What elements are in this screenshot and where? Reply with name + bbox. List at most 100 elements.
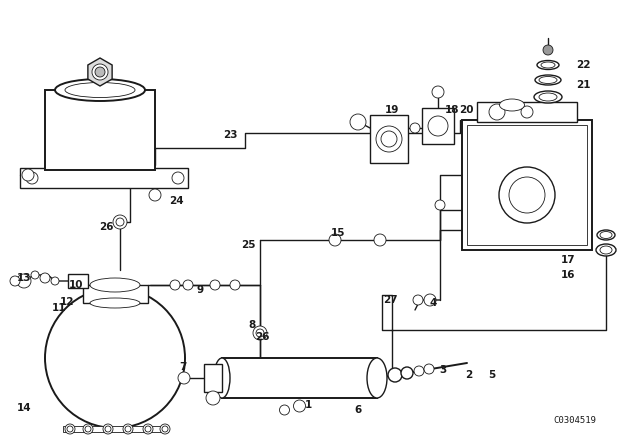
Circle shape [178, 372, 190, 384]
Text: C0304519: C0304519 [554, 415, 596, 425]
Bar [20, 168, 188, 188]
Circle shape [294, 400, 305, 412]
Text: 11: 11 [52, 303, 67, 313]
Polygon shape [88, 58, 112, 86]
Circle shape [31, 271, 39, 279]
Circle shape [45, 288, 185, 428]
Ellipse shape [539, 93, 557, 101]
Circle shape [374, 234, 386, 246]
Circle shape [17, 274, 31, 288]
Bar [462, 120, 592, 250]
Text: 22: 22 [576, 60, 590, 70]
Bar [68, 274, 88, 288]
Text: 18: 18 [445, 105, 460, 115]
Bar [467, 125, 587, 245]
Circle shape [105, 426, 111, 432]
Text: 5: 5 [488, 370, 495, 380]
Text: 12: 12 [60, 297, 74, 307]
Circle shape [125, 426, 131, 432]
Circle shape [414, 366, 424, 376]
Text: 14: 14 [17, 403, 31, 413]
Text: 25: 25 [241, 240, 255, 250]
Circle shape [388, 368, 402, 382]
Circle shape [83, 424, 93, 434]
Circle shape [509, 177, 545, 213]
Ellipse shape [600, 246, 612, 254]
Circle shape [113, 215, 127, 229]
Circle shape [51, 277, 59, 285]
Ellipse shape [90, 298, 140, 308]
Circle shape [95, 67, 105, 77]
Text: 2: 2 [465, 370, 472, 380]
Circle shape [428, 116, 448, 136]
Circle shape [143, 424, 153, 434]
Text: 10: 10 [68, 280, 83, 290]
Circle shape [67, 426, 73, 432]
Circle shape [26, 172, 38, 184]
Ellipse shape [535, 75, 561, 85]
Ellipse shape [537, 60, 559, 69]
Circle shape [170, 280, 180, 290]
Bar [83, 285, 148, 303]
Circle shape [10, 276, 20, 286]
Circle shape [413, 295, 423, 305]
Text: 8: 8 [248, 320, 255, 330]
Circle shape [432, 86, 444, 98]
Text: 17: 17 [561, 255, 575, 265]
Circle shape [253, 326, 267, 340]
Circle shape [206, 391, 220, 405]
Ellipse shape [597, 230, 615, 240]
Bar [477, 102, 577, 122]
Text: 9: 9 [196, 285, 204, 295]
Bar [204, 364, 222, 392]
Circle shape [350, 114, 366, 130]
Circle shape [103, 424, 113, 434]
Bar [222, 358, 377, 398]
Text: 27: 27 [383, 295, 397, 305]
Circle shape [183, 280, 193, 290]
Circle shape [85, 426, 91, 432]
Text: 26: 26 [255, 332, 269, 342]
Circle shape [116, 218, 124, 226]
Circle shape [172, 172, 184, 184]
Circle shape [210, 280, 220, 290]
Circle shape [230, 280, 240, 290]
Circle shape [123, 424, 133, 434]
Circle shape [280, 405, 289, 415]
Text: 21: 21 [576, 80, 590, 90]
Circle shape [401, 367, 413, 379]
Text: 19: 19 [385, 105, 399, 115]
Text: 4: 4 [429, 298, 436, 308]
Text: 16: 16 [561, 270, 575, 280]
Circle shape [543, 45, 553, 55]
Circle shape [162, 426, 168, 432]
Bar [63, 426, 168, 432]
Circle shape [256, 329, 264, 337]
Ellipse shape [55, 79, 145, 101]
Ellipse shape [65, 82, 135, 98]
Ellipse shape [541, 62, 555, 68]
Bar [370, 115, 408, 163]
Text: 1: 1 [305, 400, 312, 410]
Ellipse shape [539, 77, 557, 83]
Text: 20: 20 [459, 105, 473, 115]
Text: 13: 13 [17, 273, 31, 283]
Circle shape [329, 234, 341, 246]
Ellipse shape [367, 358, 387, 398]
Bar [422, 108, 454, 144]
Circle shape [424, 364, 434, 374]
Circle shape [22, 169, 34, 181]
Text: 23: 23 [223, 130, 237, 140]
Ellipse shape [499, 99, 525, 111]
Ellipse shape [534, 91, 562, 103]
Text: 6: 6 [355, 405, 362, 415]
Circle shape [92, 64, 108, 80]
Ellipse shape [90, 278, 140, 292]
Ellipse shape [214, 358, 230, 398]
Circle shape [435, 200, 445, 210]
Circle shape [424, 294, 436, 306]
Ellipse shape [596, 244, 616, 256]
Circle shape [381, 131, 397, 147]
Circle shape [499, 167, 555, 223]
Circle shape [160, 424, 170, 434]
